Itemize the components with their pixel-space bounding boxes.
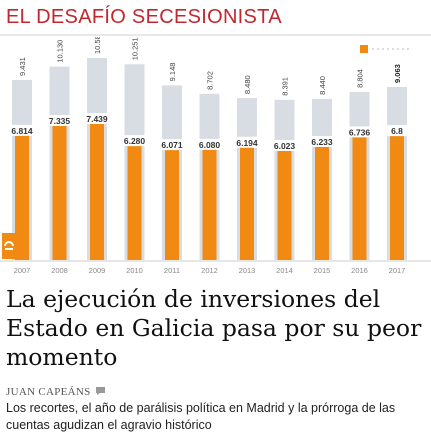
value-label-budget: 9.148 <box>168 63 177 82</box>
newspaper-logo-icon <box>2 233 15 259</box>
value-label-executed: 7.439 <box>86 114 108 124</box>
value-label-executed: 6.080 <box>199 140 221 150</box>
x-tick-label: 2007 <box>14 266 31 275</box>
value-label-bg <box>310 136 334 148</box>
value-label-bg <box>10 124 34 136</box>
legend-swatch <box>360 45 368 53</box>
value-label-bg <box>47 114 72 126</box>
value-label-bg <box>235 136 259 148</box>
value-label-bg <box>160 139 184 151</box>
x-tick-label: 2010 <box>126 266 143 275</box>
author-name[interactable]: JUAN CAPEÁNS <box>6 386 91 398</box>
bar-executed <box>352 131 367 260</box>
x-tick-label: 2015 <box>314 266 331 275</box>
value-label-executed: 6.194 <box>236 138 258 148</box>
bar-executed <box>15 129 29 260</box>
value-label-executed: 6.814 <box>11 126 33 136</box>
value-label-bg <box>385 125 409 137</box>
value-label-budget: 10.130 <box>56 40 65 63</box>
value-label-bg <box>347 126 372 138</box>
bar-chart: 6.814 9.431 7.335 10.130 7.439 10.581 6.280 10.… <box>0 37 431 275</box>
bar-executed <box>127 140 142 260</box>
bar-executed <box>277 145 292 260</box>
value-label-bg <box>85 112 109 124</box>
value-label-budget: 8.702 <box>206 71 215 90</box>
bar-executed <box>202 143 217 260</box>
x-tick-label: 2014 <box>276 266 293 275</box>
bar-executed <box>390 130 404 260</box>
value-label-budget: 10.581 <box>93 37 102 54</box>
x-tick-label: 2011 <box>164 266 180 275</box>
value-label-budget: 8.440 <box>318 76 327 95</box>
x-tick-label: 2016 <box>351 266 368 275</box>
value-label-budget: 9.431 <box>18 57 27 76</box>
section-label[interactable]: EL DESAFÍO SECESIONISTA <box>6 6 282 28</box>
x-tick-label: 2012 <box>201 266 218 275</box>
value-label-executed: 7.335 <box>49 116 71 126</box>
value-label-executed: 6.736 <box>349 127 371 137</box>
value-label-executed: 6.071 <box>161 140 183 150</box>
bar-executed <box>52 119 67 260</box>
value-label-budget: 8.480 <box>243 75 252 94</box>
article-headline[interactable]: La ejecución de inversiones del Estado e… <box>6 285 422 371</box>
byline: JUAN CAPEÁNS <box>6 385 106 399</box>
value-label-budget: 10.251 <box>131 37 140 60</box>
value-label-executed: 6.280 <box>124 136 146 146</box>
bar-executed <box>165 144 179 260</box>
x-tick-label: 2008 <box>51 266 68 275</box>
value-label-executed: 6.233 <box>311 137 333 147</box>
x-tick-label: 2009 <box>89 266 106 275</box>
value-label-executed: 6.8 <box>391 126 403 136</box>
section-header: EL DESAFÍO SECESIONISTA <box>0 0 431 36</box>
value-label-budget: 8.391 <box>281 77 290 96</box>
value-label-bg <box>272 140 297 152</box>
bar-executed <box>315 141 329 260</box>
speech-bubble-icon[interactable] <box>95 386 106 399</box>
value-label-budget: 9.063 <box>393 64 402 83</box>
value-label-budget: 8.804 <box>356 69 365 88</box>
x-tick-label: 2013 <box>239 266 256 275</box>
value-label-bg <box>122 135 147 147</box>
value-label-executed: 6.023 <box>274 141 296 151</box>
article-summary: Los recortes, el año de parálisis políti… <box>6 401 396 432</box>
bar-executed <box>90 117 104 260</box>
bar-executed <box>240 141 254 260</box>
x-tick-label: 2017 <box>389 266 406 275</box>
value-label-bg <box>197 138 222 150</box>
infographic-chart[interactable]: 6.814 9.431 7.335 10.130 7.439 10.581 6.280 10.… <box>0 37 431 281</box>
